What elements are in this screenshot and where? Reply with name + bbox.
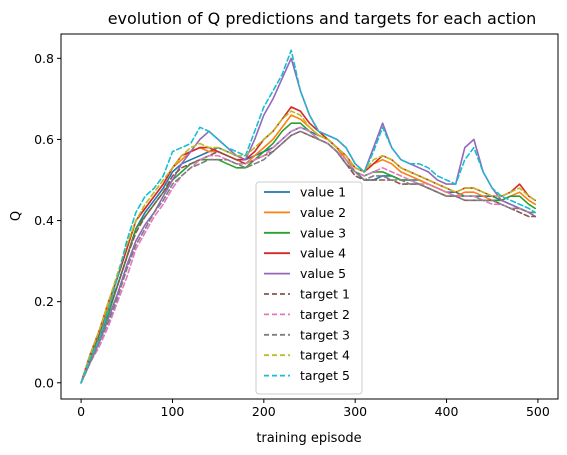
x-tick-label: 400 xyxy=(435,404,459,419)
series-lines xyxy=(80,49,537,384)
series-line-8 xyxy=(80,130,537,384)
x-tick-label: 100 xyxy=(161,404,185,419)
y-axis-ticks: 0.0 0.2 0.4 0.6 0.8 xyxy=(34,51,61,390)
x-tick-label: 200 xyxy=(252,404,276,419)
legend-label-2: value 2 xyxy=(300,205,346,220)
legend-label-7: target 2 xyxy=(300,307,350,322)
x-tick-label: 0 xyxy=(77,404,85,419)
legend-label-4: value 4 xyxy=(300,246,346,261)
legend-label-3: value 3 xyxy=(300,225,346,240)
x-axis-label: training episode xyxy=(256,431,361,446)
series-line-7 xyxy=(80,126,537,384)
legend-label-6: target 1 xyxy=(300,287,350,302)
legend-label-1: value 1 xyxy=(300,185,346,200)
x-tick-label: 500 xyxy=(526,404,550,419)
series-line-9 xyxy=(80,110,537,384)
y-tick-label: 0.4 xyxy=(34,213,54,228)
y-tick-label: 0.0 xyxy=(34,375,54,390)
legend: value 1 value 2 value 3 value 4 value 5 targe… xyxy=(255,181,363,395)
series-line-5 xyxy=(80,57,537,384)
x-axis-ticks: 0 100 200 300 400 500 xyxy=(77,399,550,419)
y-tick-label: 0.8 xyxy=(34,51,54,66)
y-axis-label: Q xyxy=(9,211,24,221)
legend-label-8: target 3 xyxy=(300,327,350,342)
legend-label-5: value 5 xyxy=(300,266,346,281)
chart-title: evolution of Q predictions and targets f… xyxy=(108,9,537,28)
y-tick-label: 0.2 xyxy=(34,294,54,309)
legend-label-10: target 5 xyxy=(300,368,350,383)
legend-label-9: target 4 xyxy=(300,348,350,363)
legend-box xyxy=(255,181,363,395)
y-tick-label: 0.6 xyxy=(34,132,54,147)
x-tick-label: 300 xyxy=(343,404,367,419)
series-line-10 xyxy=(80,49,537,384)
